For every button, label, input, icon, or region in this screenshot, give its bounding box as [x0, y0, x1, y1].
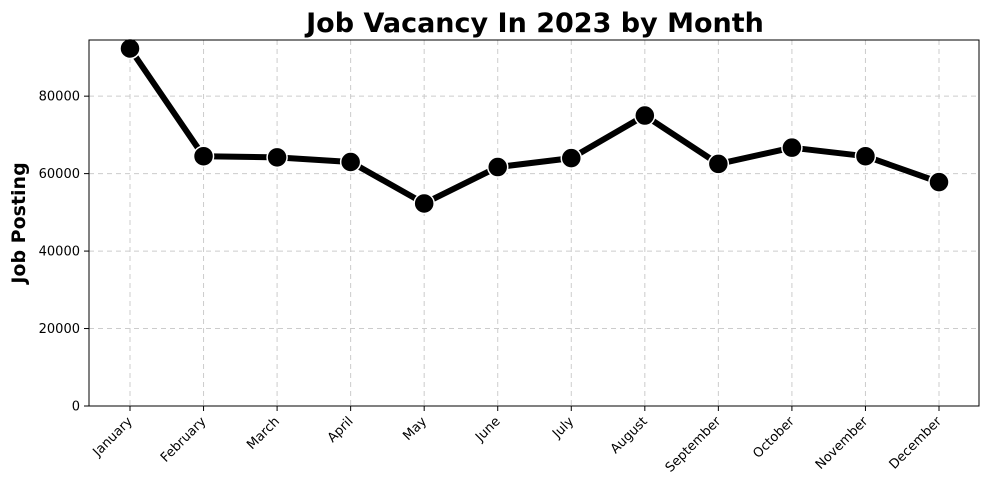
y-tick-label: 20000: [39, 322, 80, 337]
y-tick-label: 80000: [39, 90, 80, 105]
y-tick-label: 40000: [39, 245, 80, 260]
series-line: [127, 45, 942, 207]
data-point: [119, 37, 141, 60]
data-point: [486, 156, 509, 178]
data-point: [781, 136, 803, 159]
data-point: [192, 145, 215, 167]
data-point: [707, 153, 730, 175]
plot-frame: [88, 39, 980, 407]
y-axis-label: Job Posting: [8, 162, 30, 285]
y-tick-label: 60000: [39, 167, 80, 182]
chart-title: Job Vacancy In 2023 by Month: [304, 8, 764, 39]
x-tick-label: April: [325, 414, 357, 446]
x-tick-label: May: [400, 414, 430, 444]
data-point: [339, 151, 362, 173]
x-tick-label: February: [158, 414, 210, 466]
y-tick-label: 0: [72, 400, 80, 415]
x-axis: January February March April May June July Augu…: [90, 406, 946, 476]
y-axis: 0 20000 40000 60000 80000: [39, 90, 89, 415]
data-point: [413, 192, 435, 215]
x-tick-label: November: [813, 414, 872, 473]
x-tick-label: March: [244, 414, 283, 453]
data-point: [928, 171, 950, 193]
data-point: [854, 145, 877, 167]
grid: [89, 40, 979, 406]
x-tick-label: January: [90, 414, 136, 460]
x-tick-label: October: [750, 414, 798, 462]
data-point: [560, 147, 583, 169]
data-point: [266, 146, 288, 169]
x-tick-label: September: [663, 414, 725, 476]
series: [119, 37, 950, 215]
data-point: [634, 104, 656, 127]
x-tick-label: August: [608, 414, 651, 457]
x-tick-label: June: [472, 414, 503, 445]
x-tick-label: July: [549, 414, 577, 442]
x-tick-label: December: [887, 414, 946, 473]
